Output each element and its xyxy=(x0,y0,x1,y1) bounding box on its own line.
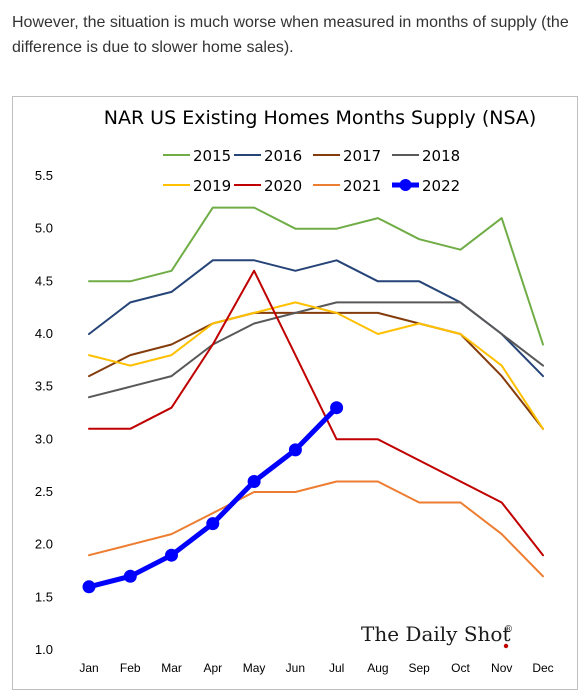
x-tick-label: Dec xyxy=(532,661,553,675)
legend-label: 2022 xyxy=(422,177,460,195)
x-tick-label: Aug xyxy=(367,661,388,675)
x-tick-label: Nov xyxy=(491,661,512,675)
x-tick-label: Jan xyxy=(79,661,98,675)
y-tick-label: 1.0 xyxy=(35,642,53,657)
source-logo-dot xyxy=(503,643,509,649)
data-point-2022 xyxy=(330,401,344,415)
y-tick-label: 2.0 xyxy=(35,537,53,552)
data-point-2022 xyxy=(206,517,220,531)
legend-item-2020: 2020 xyxy=(234,177,302,195)
legend-label: 2021 xyxy=(343,177,381,195)
legend-label: 2019 xyxy=(193,177,231,195)
legend-label: 2017 xyxy=(343,147,381,165)
legend-item-2016: 2016 xyxy=(234,147,302,165)
data-point-2022 xyxy=(288,443,302,457)
legend: 2015 2016 2017 2018 2019 2020 2021 2022 xyxy=(163,147,460,195)
y-axis: 1.0 1.5 2.0 2.5 3.0 3.5 4.0 4.5 5.0 5.5 xyxy=(35,168,53,657)
data-point-2022 xyxy=(165,548,178,562)
data-point-2022 xyxy=(123,569,137,583)
x-tick-label: Mar xyxy=(161,661,182,675)
y-tick-label: 2.5 xyxy=(35,484,53,499)
y-tick-label: 1.5 xyxy=(35,589,53,604)
x-tick-label: Oct xyxy=(451,661,470,675)
y-tick-label: 3.5 xyxy=(35,379,53,394)
chart-frame: NAR US Existing Homes Months Supply (NSA… xyxy=(12,96,578,690)
source-logo-registered-mark: ® xyxy=(504,625,513,635)
series-line-2022 xyxy=(86,405,340,590)
data-point-2022 xyxy=(82,580,96,594)
x-tick-label: Sep xyxy=(409,661,431,675)
legend-label: 2018 xyxy=(422,147,460,165)
x-tick-label: Feb xyxy=(120,661,141,675)
series-2019 xyxy=(88,301,544,430)
series-line-2015 xyxy=(88,206,544,346)
intro-paragraph: However, the situation is much worse whe… xyxy=(12,14,569,56)
series-line-2017 xyxy=(88,311,544,430)
series-line-2020 xyxy=(88,269,544,557)
x-tick-label: May xyxy=(243,661,266,675)
series-lines xyxy=(82,206,544,594)
source-logo: The Daily Shot ® xyxy=(361,622,513,649)
source-logo-text: The Daily Shot xyxy=(361,622,510,646)
legend-item-2019: 2019 xyxy=(163,177,231,195)
legend-item-2022: 2022 xyxy=(392,177,460,195)
legend-label: 2016 xyxy=(264,147,302,165)
legend-marker xyxy=(399,179,412,191)
series-2022 xyxy=(82,401,344,594)
series-line-2019 xyxy=(88,301,544,430)
series-2020 xyxy=(88,269,544,557)
legend-item-2017: 2017 xyxy=(313,147,381,165)
x-tick-label: Apr xyxy=(203,661,222,675)
legend-item-2015: 2015 xyxy=(163,147,231,165)
y-tick-label: 5.5 xyxy=(35,168,53,183)
x-tick-label: Jul xyxy=(329,661,344,675)
series-line-2021 xyxy=(88,480,544,578)
legend-label: 2015 xyxy=(193,147,231,165)
data-point-2022 xyxy=(247,475,261,488)
series-2021 xyxy=(88,480,544,578)
legend-label: 2020 xyxy=(264,177,302,195)
chart-title: NAR US Existing Homes Months Supply (NSA… xyxy=(104,107,537,129)
months-supply-chart: NAR US Existing Homes Months Supply (NSA… xyxy=(35,107,554,675)
y-tick-label: 3.0 xyxy=(35,431,53,446)
x-tick-label: Jun xyxy=(286,661,305,675)
y-tick-label: 5.0 xyxy=(35,221,53,236)
legend-item-2021: 2021 xyxy=(313,177,381,195)
y-tick-label: 4.5 xyxy=(35,273,53,288)
series-2015 xyxy=(88,206,544,346)
x-axis: Jan Feb Mar Apr May Jun Jul Aug Sep Oct Nov Dec xyxy=(79,661,553,675)
y-tick-label: 4.0 xyxy=(35,326,53,341)
legend-item-2018: 2018 xyxy=(392,147,460,165)
series-2017 xyxy=(88,311,544,430)
